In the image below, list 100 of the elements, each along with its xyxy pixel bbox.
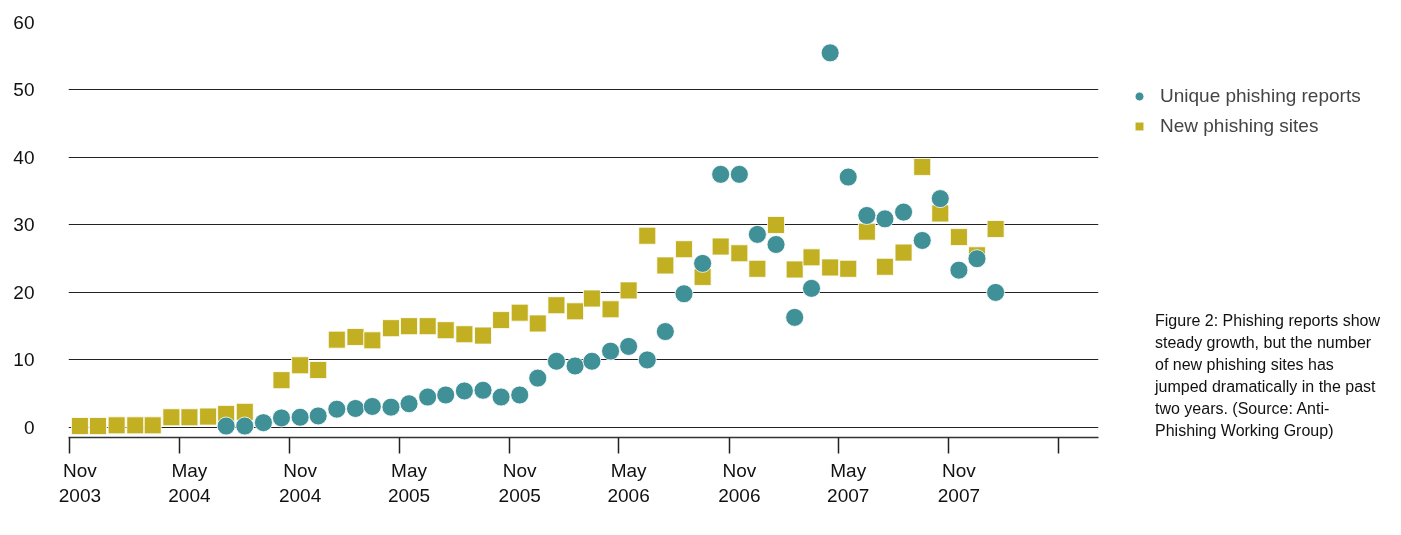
point: [418, 387, 438, 407]
x-tick-label: May 2004: [168, 459, 211, 506]
point: [656, 256, 675, 275]
point: [547, 351, 566, 371]
point: [418, 317, 437, 336]
point: [474, 326, 492, 345]
point: [894, 202, 913, 222]
point: [107, 416, 126, 435]
point: [510, 385, 530, 405]
point: [729, 164, 749, 184]
point: [565, 356, 585, 376]
point: [638, 226, 657, 245]
point: [180, 408, 199, 427]
point: [802, 278, 821, 298]
point: [986, 283, 1006, 302]
point: [785, 260, 804, 279]
point: [583, 289, 601, 308]
point: [510, 303, 529, 322]
point: [930, 189, 950, 208]
point: [913, 158, 932, 176]
point: [381, 397, 401, 417]
legend-label: New phishing sites: [1160, 115, 1319, 137]
point: [143, 416, 162, 435]
point: [89, 417, 107, 435]
point: [455, 325, 474, 344]
point: [528, 314, 547, 333]
point: [986, 220, 1005, 238]
point: [839, 259, 858, 278]
point: [216, 416, 236, 436]
point: [950, 228, 968, 246]
point: [382, 319, 400, 338]
point: [199, 407, 217, 426]
caption: Figure 2: Phishing reports show steady growth, but the number of new phishing sites has jumped dramatically in the past two years. (Source: Anti-Phishing Working Group): [1155, 311, 1380, 441]
point: [747, 225, 767, 244]
x-tick-label: Nov 2003: [58, 459, 102, 506]
point: [126, 416, 145, 435]
point: [876, 257, 894, 276]
point: [547, 296, 566, 315]
point: [291, 356, 310, 375]
point: [272, 408, 291, 428]
point: [436, 321, 455, 340]
point: [785, 308, 805, 327]
point: [346, 399, 365, 418]
point: [949, 260, 969, 280]
y-tick-label: 40: [13, 146, 35, 168]
point: [272, 371, 291, 390]
point: [894, 243, 913, 262]
point: [857, 222, 876, 241]
y-tick-label: 10: [13, 349, 35, 371]
point: [362, 397, 382, 416]
point: [327, 330, 346, 349]
point: [802, 248, 821, 267]
y-tick-label: 30: [13, 214, 35, 236]
x-tick-label: May 2005: [387, 459, 431, 506]
point: [748, 259, 767, 278]
point: [363, 331, 382, 350]
point: [454, 381, 474, 401]
point: [308, 406, 328, 426]
point: [857, 206, 877, 225]
x-tick-label: Nov 2007: [937, 459, 981, 506]
point: [767, 216, 785, 234]
point: [838, 167, 858, 187]
point: [655, 322, 675, 341]
point: [601, 300, 620, 319]
x-tick-label: Nov 2005: [498, 459, 541, 506]
point: [711, 164, 731, 184]
point: [693, 254, 713, 273]
point: [492, 311, 510, 329]
x-tick-label: May 2006: [607, 459, 650, 506]
point: [327, 399, 347, 419]
y-tick-label: 20: [13, 281, 35, 303]
point: [436, 385, 456, 405]
point: [711, 237, 730, 256]
point: [400, 317, 418, 336]
point: [346, 328, 365, 346]
point: [290, 407, 310, 427]
point: [566, 302, 584, 321]
point: [730, 244, 749, 263]
point: [582, 351, 602, 371]
point: [235, 416, 255, 436]
point: [619, 281, 638, 300]
point: [254, 413, 273, 433]
point: [820, 43, 840, 63]
legend-label: Unique phishing reports: [1160, 85, 1361, 107]
point: [912, 231, 932, 250]
point: [821, 258, 840, 277]
x-tick-label: May 2007: [827, 459, 870, 506]
point: [619, 337, 639, 356]
point: [766, 235, 786, 254]
x-tick-label: Nov 2006: [718, 459, 761, 506]
point: [601, 341, 620, 361]
y-tick-label: 50: [13, 79, 35, 101]
point: [309, 361, 328, 379]
y-tick-label: 0: [23, 416, 35, 438]
point: [637, 350, 657, 370]
x-tick-label: Nov 2004: [279, 459, 322, 506]
point: [875, 209, 895, 229]
point: [528, 368, 548, 388]
point: [674, 284, 694, 304]
point: [71, 417, 89, 435]
